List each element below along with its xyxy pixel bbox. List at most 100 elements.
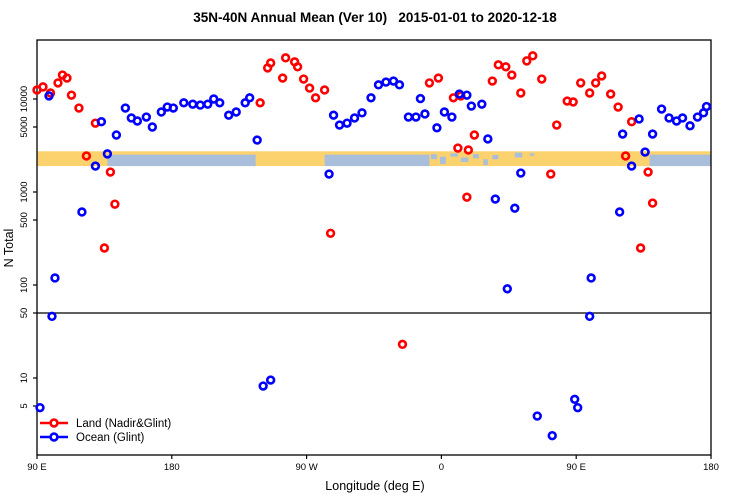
ocean-data-point — [349, 113, 360, 123]
ocean-band-segment — [107, 154, 256, 167]
ocean-data-point — [626, 161, 637, 171]
ocean-data-point — [656, 104, 667, 114]
ocean-data-point — [44, 91, 54, 101]
land-data-point — [613, 102, 623, 112]
ocean-band-segment — [649, 154, 711, 167]
land-data-point — [38, 82, 48, 92]
land-data-point — [255, 98, 265, 108]
ocean-data-point — [502, 284, 513, 294]
ocean-data-point — [617, 129, 628, 139]
x-tick-label: 90 E — [27, 462, 47, 473]
ocean-data-point — [188, 99, 198, 109]
land-data-point — [310, 93, 321, 103]
ocean-data-point — [96, 117, 107, 127]
ocean-data-point — [403, 112, 414, 122]
land-data-point — [319, 85, 330, 95]
land-data-point — [568, 97, 578, 107]
ocean-band-speckle — [460, 157, 469, 163]
y-tick-label: 10 — [19, 373, 30, 384]
land-data-point — [280, 53, 291, 63]
land-data-point — [528, 51, 538, 61]
land-data-point — [516, 88, 526, 98]
land-data-point — [277, 73, 288, 83]
ocean-data-point — [328, 110, 339, 120]
land-data-point — [110, 199, 120, 209]
ocean-data-point — [252, 135, 262, 145]
ocean-data-point — [342, 118, 352, 128]
land-data-point — [265, 58, 276, 68]
ocean-data-point — [439, 107, 450, 117]
ocean-data-point — [692, 112, 703, 122]
ocean-band-speckle — [529, 153, 535, 156]
land-data-point — [647, 198, 658, 208]
ocean-data-point — [634, 114, 644, 124]
land-data-point — [575, 78, 586, 88]
ocean-data-point — [640, 147, 650, 157]
ocean-data-point — [35, 402, 45, 413]
land-data-point — [433, 73, 444, 83]
ocean-data-point — [415, 93, 426, 104]
ocean-data-point — [258, 381, 268, 391]
land-data-point — [424, 78, 435, 88]
ocean-data-point — [141, 112, 152, 122]
land-data-point — [584, 88, 595, 98]
ocean-data-point — [156, 107, 167, 117]
ocean-band-speckle — [430, 154, 437, 160]
ocean-data-point — [510, 203, 520, 213]
land-data-point — [620, 151, 631, 161]
ocean-data-point — [586, 273, 596, 283]
land-data-point — [62, 73, 72, 83]
ocean-data-point — [664, 113, 674, 123]
ocean-data-point — [411, 112, 421, 122]
ocean-data-point — [47, 311, 57, 322]
ocean-data-point — [357, 108, 367, 118]
land-data-point — [605, 89, 616, 99]
ocean-data-point — [570, 394, 580, 405]
x-tick-label: 0 — [439, 462, 444, 473]
ocean-data-point — [381, 77, 391, 87]
ocean-band-speckle — [492, 154, 499, 160]
ocean-data-point — [90, 161, 101, 171]
land-data-point — [596, 71, 607, 81]
ocean-data-point — [265, 375, 276, 385]
x-tick-label: 90 E — [566, 462, 586, 473]
ocean-data-point — [240, 98, 250, 108]
y-tick-label: 1000 — [19, 181, 30, 202]
ocean-band-speckle — [483, 159, 488, 166]
ocean-data-point — [195, 100, 205, 110]
land-data-point — [105, 167, 116, 177]
ocean-data-point — [394, 80, 405, 90]
x-axis-label: Longitude (deg E) — [325, 479, 425, 493]
land-data-point — [292, 62, 303, 72]
land-data-point — [487, 76, 498, 86]
ocean-data-point — [324, 169, 334, 179]
ocean-data-point — [102, 149, 113, 159]
chart-title: 35N-40N Annual Mean (Ver 10) 2015-01-01 … — [193, 10, 557, 25]
ocean-data-point — [547, 430, 557, 441]
land-data-point — [99, 243, 110, 253]
land-data-point — [537, 74, 547, 84]
legend-marker-land — [49, 418, 59, 428]
ocean-data-point — [120, 103, 131, 113]
land-data-point — [53, 78, 63, 88]
ocean-data-point — [685, 121, 695, 131]
ocean-data-point — [147, 122, 158, 132]
ocean-data-point — [50, 273, 60, 283]
ocean-data-point — [490, 194, 501, 204]
land-data-point — [463, 145, 474, 155]
ocean-data-point — [215, 98, 225, 108]
ocean-data-point — [614, 207, 625, 217]
land-data-point — [304, 83, 315, 93]
ocean-band-speckle — [450, 153, 458, 157]
ocean-data-point — [572, 402, 583, 413]
ocean-data-point — [462, 90, 472, 100]
ocean-data-point — [483, 134, 493, 144]
land-data-point — [635, 243, 646, 253]
ocean-band-speckle — [439, 156, 446, 165]
land-data-point — [298, 74, 309, 84]
legend-label-land: Land (Nadir&Glint) — [76, 418, 171, 430]
ocean-data-point — [77, 207, 87, 217]
y-tick-label: 100 — [19, 277, 30, 293]
y-tick-label: 5000 — [19, 116, 30, 137]
